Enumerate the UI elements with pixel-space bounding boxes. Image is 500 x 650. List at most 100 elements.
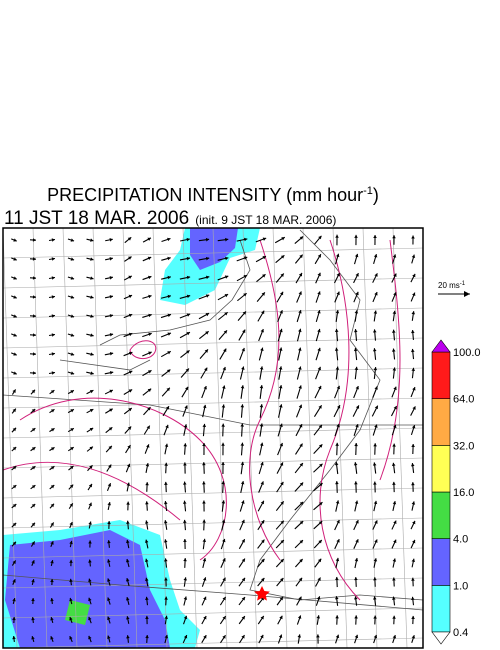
- wind-arrow-head: [50, 409, 55, 413]
- wind-arrow-head: [335, 576, 339, 581]
- wind-arrow-head: [145, 635, 149, 639]
- wind-arrow-head: [70, 333, 75, 337]
- wind-arrow-head: [70, 428, 74, 432]
- wind-arrow-head: [411, 539, 416, 544]
- colorbar-label: 32.0: [453, 440, 474, 452]
- wind-arrow-head: [241, 597, 246, 601]
- wind-arrow-head: [354, 253, 359, 258]
- wind-arrow-head: [126, 501, 130, 505]
- wind-arrow-head: [298, 347, 302, 351]
- wind-arrow-head: [70, 276, 75, 280]
- wind-arrow-head: [374, 539, 378, 543]
- wind-arrow-head: [372, 348, 377, 352]
- wind-arrow-head: [241, 577, 246, 582]
- wind-scale-head: [464, 291, 470, 297]
- wind-arrow-head: [224, 275, 229, 279]
- wind-arrow-head: [393, 292, 397, 296]
- wind-arrow-head: [51, 352, 55, 356]
- wind-arrow-head: [13, 314, 17, 318]
- wind-arrow-head: [412, 387, 416, 391]
- wind-arrow-head: [32, 257, 36, 261]
- wind-arrow-head: [31, 503, 36, 508]
- wind-arrow-head: [127, 237, 132, 241]
- wind-arrow-head: [167, 294, 171, 299]
- wind-arrow-head: [107, 540, 111, 544]
- wind-arrow-head: [109, 351, 114, 356]
- wind-arrow-head: [336, 539, 340, 543]
- wind-arrow-head: [279, 462, 284, 466]
- wind-arrow-head: [32, 371, 36, 375]
- wind-arrow-head: [51, 295, 55, 299]
- wind-arrow-head: [353, 329, 358, 333]
- wind-arrow-head: [12, 598, 16, 602]
- wind-arrow-head: [146, 425, 150, 430]
- wind-arrow-head: [335, 366, 340, 370]
- wind-arrow-head: [145, 501, 149, 505]
- wind-arrow-head: [164, 615, 168, 620]
- wind-arrow-head: [31, 466, 36, 470]
- wind-arrow-head: [12, 541, 16, 546]
- wind-arrow-head: [222, 538, 226, 543]
- wind-arrow-head: [88, 559, 92, 563]
- wind-arrow-head: [280, 578, 284, 582]
- wind-arrow-head: [222, 385, 226, 389]
- wind-arrow-head: [205, 294, 210, 298]
- wind-arrow-head: [354, 310, 359, 314]
- wind-arrow-head: [374, 520, 378, 524]
- wind-arrow-head: [125, 578, 130, 582]
- wind-arrow-head: [412, 406, 416, 410]
- wind-arrow-head: [259, 442, 264, 446]
- wind-arrow-head: [354, 615, 358, 619]
- wind-arrow-head: [69, 559, 73, 563]
- wind-arrow-head: [184, 405, 188, 409]
- grid-line: [3, 547, 423, 559]
- wind-arrow-head: [202, 577, 207, 581]
- wind-arrow-head: [69, 597, 73, 602]
- wind-arrow-head: [147, 275, 152, 280]
- wind-arrow-head: [298, 310, 302, 314]
- wind-arrow-head: [335, 253, 340, 258]
- wind-arrow-head: [299, 540, 303, 544]
- wind-arrow-head: [32, 333, 36, 337]
- wind-arrow-head: [298, 385, 302, 389]
- wind-arrow-head: [221, 519, 226, 523]
- wind-arrow-head: [260, 500, 264, 505]
- wind-arrow-head: [166, 369, 171, 373]
- grid-line: [3, 337, 423, 349]
- wind-arrow-head: [221, 461, 225, 465]
- wind-arrow-head: [31, 636, 35, 640]
- wind-arrow-head: [183, 519, 187, 523]
- wind-arrow-head: [186, 294, 191, 299]
- wind-arrow-head: [222, 577, 226, 582]
- grid-line: [3, 247, 423, 259]
- wind-arrow-head: [109, 408, 113, 412]
- wind-arrow-head: [279, 442, 283, 447]
- wind-arrow-head: [203, 615, 207, 620]
- wind-arrow-head: [373, 500, 378, 505]
- wind-arrow-head: [12, 636, 16, 640]
- wind-arrow-head: [144, 558, 149, 563]
- wind-arrow-head: [12, 522, 17, 527]
- wind-arrow-head: [240, 481, 245, 485]
- wind-arrow-head: [167, 332, 171, 336]
- wind-arrow-head: [373, 254, 378, 258]
- wind-arrow-head: [144, 577, 149, 582]
- grid-line: [3, 158, 423, 168]
- wind-arrow-head: [354, 443, 358, 447]
- wind-arrow-head: [262, 256, 266, 260]
- wind-arrow-head: [128, 294, 133, 299]
- wind-arrow-head: [202, 481, 206, 485]
- wind-arrow-head: [126, 635, 130, 639]
- wind-arrow-head: [412, 273, 416, 278]
- wind-arrow-head: [203, 386, 207, 390]
- wind-arrow-head: [70, 409, 74, 413]
- wind-arrow-head: [410, 348, 415, 353]
- wind-arrow-head: [70, 447, 74, 451]
- wind-arrow-head: [318, 444, 323, 448]
- wind-arrow-head: [280, 539, 284, 544]
- wind-arrow-head: [126, 616, 130, 620]
- wind-arrow-head: [89, 390, 94, 394]
- wind-arrow-head: [13, 352, 17, 356]
- wind-arrow-head: [334, 596, 339, 600]
- wind-arrow-head: [90, 371, 94, 375]
